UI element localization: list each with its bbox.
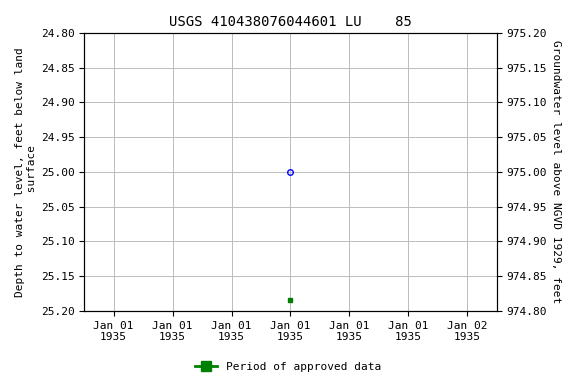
Legend: Period of approved data: Period of approved data [191, 358, 385, 377]
Y-axis label: Groundwater level above NGVD 1929, feet: Groundwater level above NGVD 1929, feet [551, 40, 561, 303]
Title: USGS 410438076044601 LU    85: USGS 410438076044601 LU 85 [169, 15, 412, 29]
Y-axis label: Depth to water level, feet below land
 surface: Depth to water level, feet below land su… [15, 47, 37, 297]
